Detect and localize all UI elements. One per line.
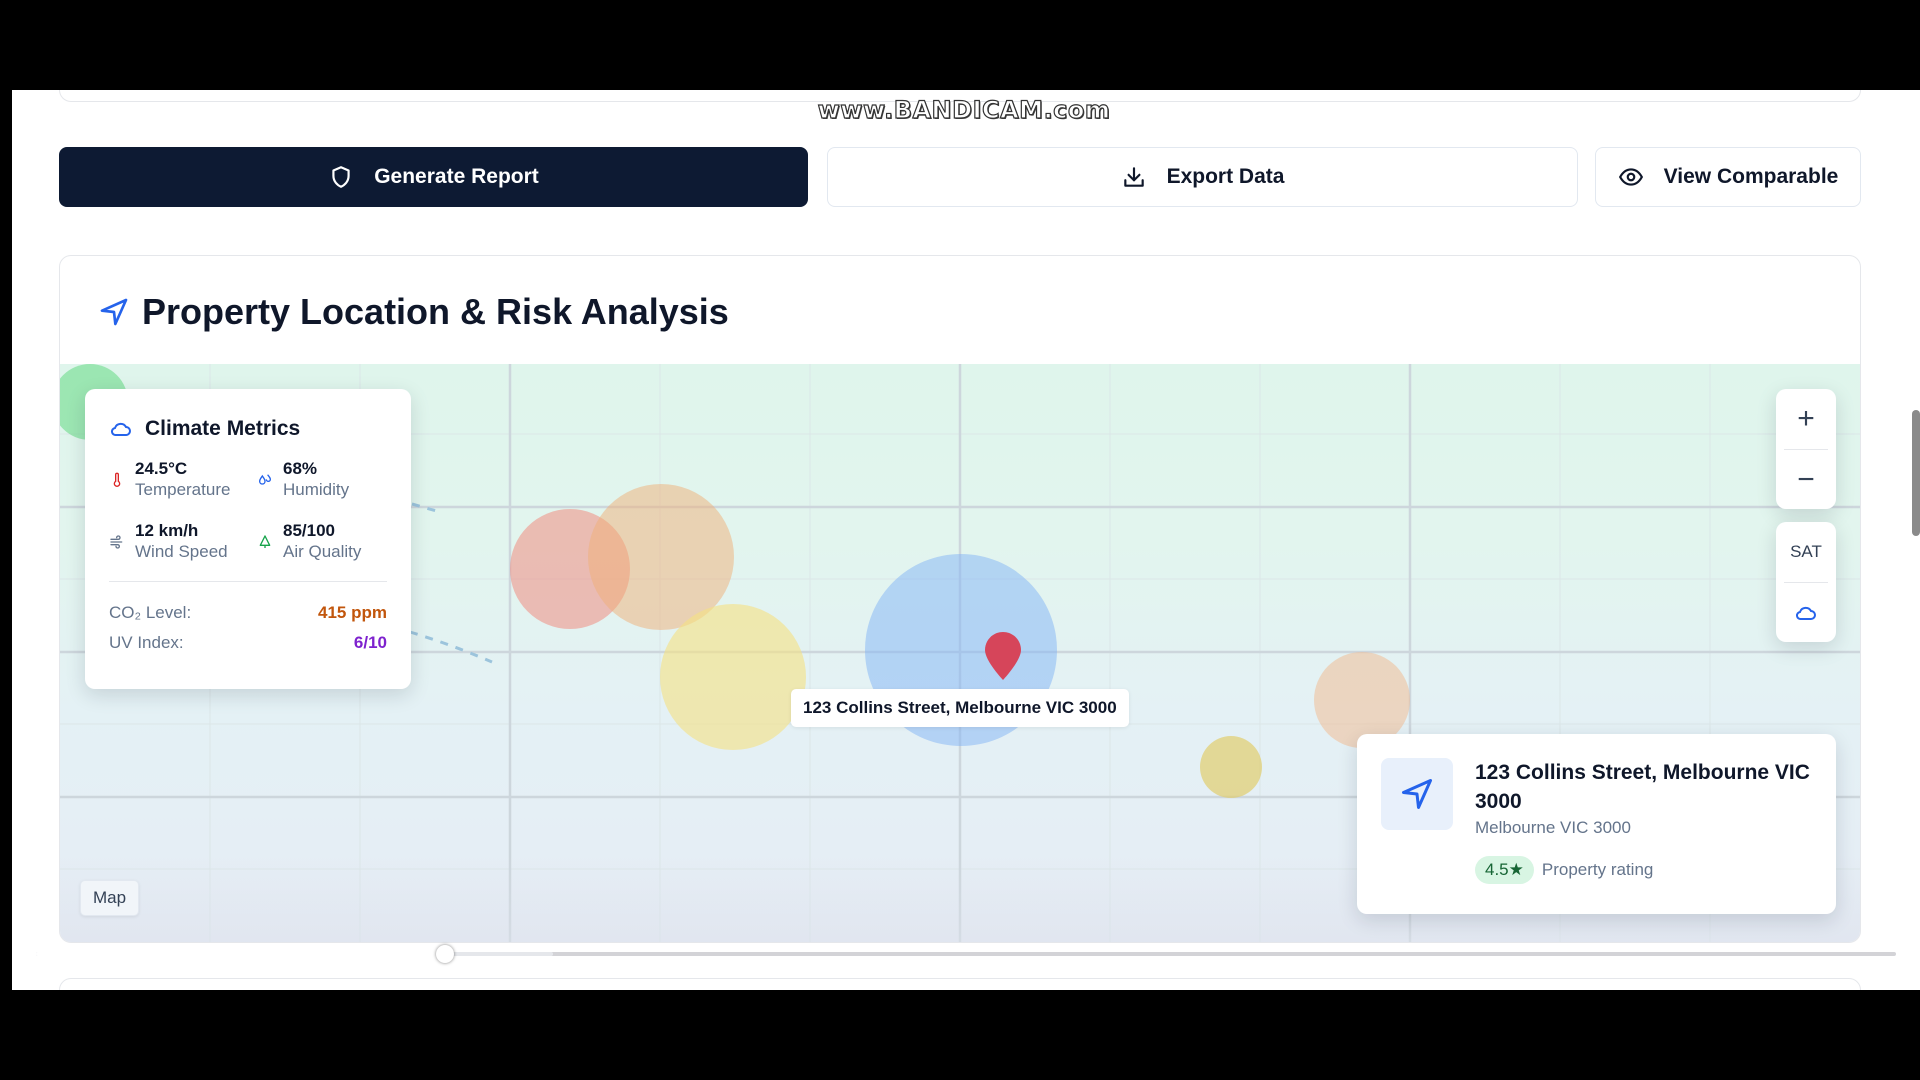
co2-label: CO₂ Level: [109,603,192,622]
zoom-in-button[interactable]: + [1797,402,1815,435]
cloud-icon [111,422,131,436]
uv-value: 6/10 [353,633,387,652]
map-canvas[interactable]: 123 Collins Street, Melbourne VIC 3000 C… [60,364,1860,942]
co2-value: 415 ppm [318,603,387,622]
risk-zone-orange [588,484,734,630]
location-risk-card: Property Location & Risk Analysis [59,255,1861,943]
metric-air-quality: 85/100 Air Quality [257,521,387,563]
rating-badge: 4.5★ [1475,856,1534,884]
temperature-value: 24.5°C [135,459,188,478]
view-comparable-label: View Comparable [1663,165,1839,188]
property-subtitle: Melbourne VIC 3000 [1475,818,1631,837]
seek-track [36,952,1896,956]
generate-report-label: Generate Report [374,165,539,188]
generate-report-button[interactable]: Generate Report [59,147,808,207]
property-details: 123 Collins Street, Melbourne VIC 3000 M… [1475,758,1815,890]
satellite-toggle[interactable]: SAT [1790,542,1822,561]
climate-header: Climate Metrics [109,417,387,441]
humidity-label: Humidity [283,480,350,499]
scrollbar-thumb[interactable] [1912,410,1920,536]
humidity-value: 68% [283,459,318,478]
zoom-controls: + − [1776,389,1836,509]
air-quality-value: 85/100 [283,521,335,540]
air-quality-label: Air Quality [283,542,362,561]
weather-layer-button[interactable] [1776,583,1836,643]
climate-metric-grid: 24.5°C Temperature 68% Humidity 12 km/h Win… [109,459,387,563]
app-viewport: www.BANDICAM.com Generate Report Export … [12,90,1920,990]
export-data-label: Export Data [1166,165,1285,188]
property-rating-row: 4.5★ Property rating [1475,856,1815,884]
tree-icon [259,535,271,548]
metric-wind-speed: 12 km/h Wind Speed [109,521,257,563]
rating-label: Property rating [1541,860,1654,879]
seek-progress [36,952,445,956]
temperature-label: Temperature [135,480,231,499]
co2-row: CO₂ Level: 415 ppm [109,598,387,628]
property-title: 123 Collins Street, Melbourne VIC 3000 [1475,761,1810,813]
climate-metrics-panel: Climate Metrics 24.5°C Temperature 68% Hum… [85,389,411,689]
risk-zone-gold [1200,736,1262,798]
download-icon [1123,167,1144,187]
risk-zone-yellow [660,604,806,750]
wind-icon [110,535,123,549]
cloud-icon [1796,606,1816,620]
section-title: Property Location & Risk Analysis [142,291,729,332]
zoom-divider [1784,449,1828,450]
climate-divider [109,581,387,582]
eye-icon [1618,168,1643,186]
view-comparable-button[interactable]: View Comparable [1595,147,1861,207]
navigation-icon [1402,779,1432,809]
section-header: Property Location & Risk Analysis [98,291,729,333]
zoom-out-button[interactable]: − [1797,463,1815,496]
thermometer-icon [113,472,121,487]
wind-speed-value: 12 km/h [135,521,199,540]
metric-humidity: 68% Humidity [257,459,387,501]
layer-divider [1784,582,1828,583]
droplets-icon [258,474,272,485]
recorder-watermark: www.BANDICAM.com [817,95,1111,124]
uv-label: UV Index: [109,633,184,652]
pin-address-label: 123 Collins Street, Melbourne VIC 3000 [791,689,1129,727]
risk-zone-peach [1314,652,1410,748]
export-data-button[interactable]: Export Data [827,147,1578,207]
wind-speed-label: Wind Speed [135,542,228,561]
property-info-card[interactable]: 123 Collins Street, Melbourne VIC 3000 M… [1357,734,1836,914]
map-type-button[interactable]: Map [80,880,140,916]
metric-temperature: 24.5°C Temperature [109,459,257,501]
uv-row: UV Index: 6/10 [109,628,387,658]
next-card-edge [59,978,1861,990]
climate-title: Climate Metrics [145,417,301,440]
property-icon-tile [1381,758,1453,830]
navigation-icon [100,298,128,326]
layer-controls: SAT [1776,522,1836,642]
video-seek-bar[interactable] [36,945,1896,963]
seek-handle[interactable] [436,945,454,963]
shield-icon [332,166,350,188]
location-pin-icon[interactable] [983,630,1023,682]
